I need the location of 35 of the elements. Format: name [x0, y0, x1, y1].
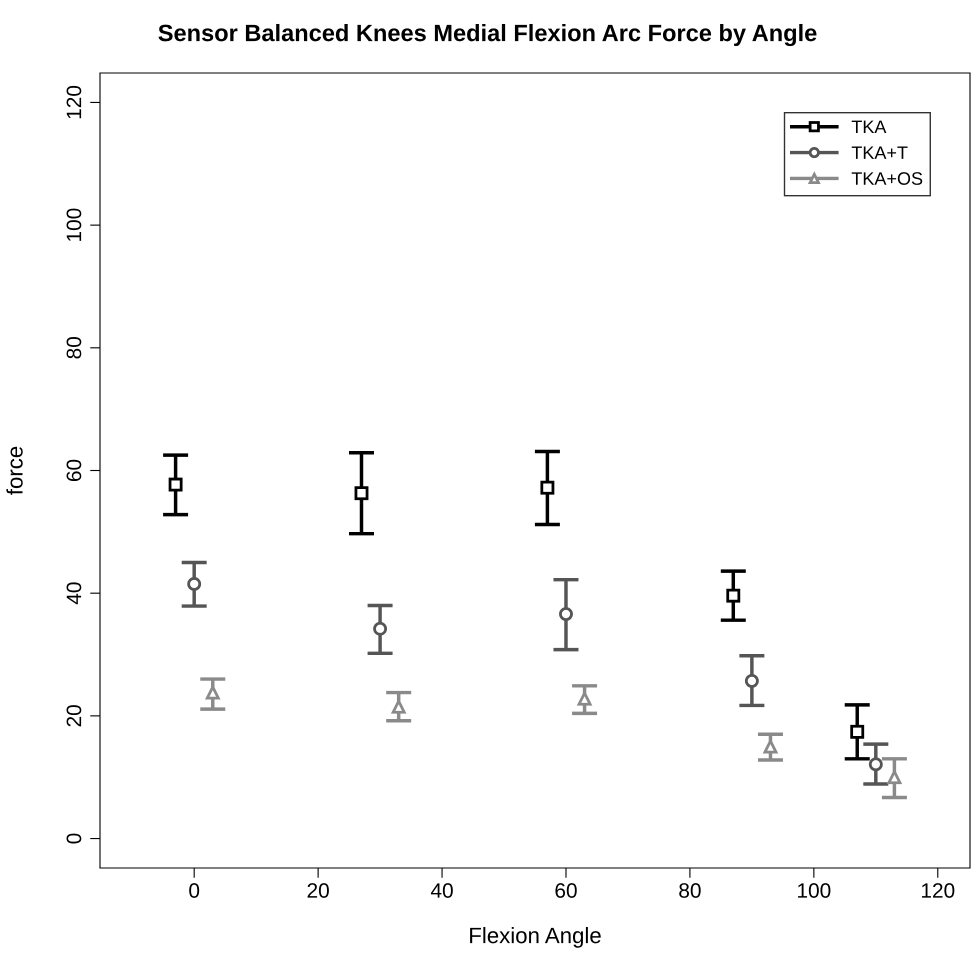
- point: [392, 700, 406, 714]
- y-tick-label: 20: [66, 705, 82, 726]
- point: [373, 622, 388, 636]
- x-tick-label: 120: [922, 883, 954, 898]
- point: [168, 478, 183, 492]
- y-axis-title: force: [6, 446, 23, 495]
- x-tick-label: 60: [555, 883, 577, 898]
- chart-title: Sensor Balanced Knees Medial Flexion Arc Force by Angle: [158, 24, 816, 46]
- x-tick-label: 20: [308, 883, 329, 898]
- point: [540, 480, 554, 495]
- y-tick-label: 80: [66, 337, 82, 358]
- point: [578, 692, 592, 706]
- x-tick-label: 0: [189, 883, 200, 898]
- x-tick-label: 40: [430, 883, 453, 898]
- y-tick-label: 40: [66, 582, 82, 604]
- x-axis-title: Flexion Angle: [470, 927, 601, 948]
- point: [850, 724, 864, 739]
- point: [206, 686, 220, 700]
- point: [764, 740, 778, 754]
- x-tick-label: 100: [798, 883, 830, 898]
- y-tick-label: 60: [66, 460, 82, 482]
- point: [868, 757, 883, 772]
- point: [887, 770, 902, 784]
- legend-label: TKA: [852, 120, 886, 134]
- point: [187, 577, 202, 591]
- y-tick-label: 0: [66, 834, 82, 844]
- x-tick-label: 80: [679, 883, 701, 898]
- point: [354, 486, 368, 500]
- y-tick-label: 100: [66, 208, 82, 241]
- legend-label: TKA+OS: [852, 172, 922, 185]
- point: [726, 588, 740, 603]
- y-tick-label: 120: [66, 86, 82, 118]
- legend-label: TKA+T: [852, 146, 908, 159]
- point: [559, 607, 573, 621]
- point: [744, 674, 759, 688]
